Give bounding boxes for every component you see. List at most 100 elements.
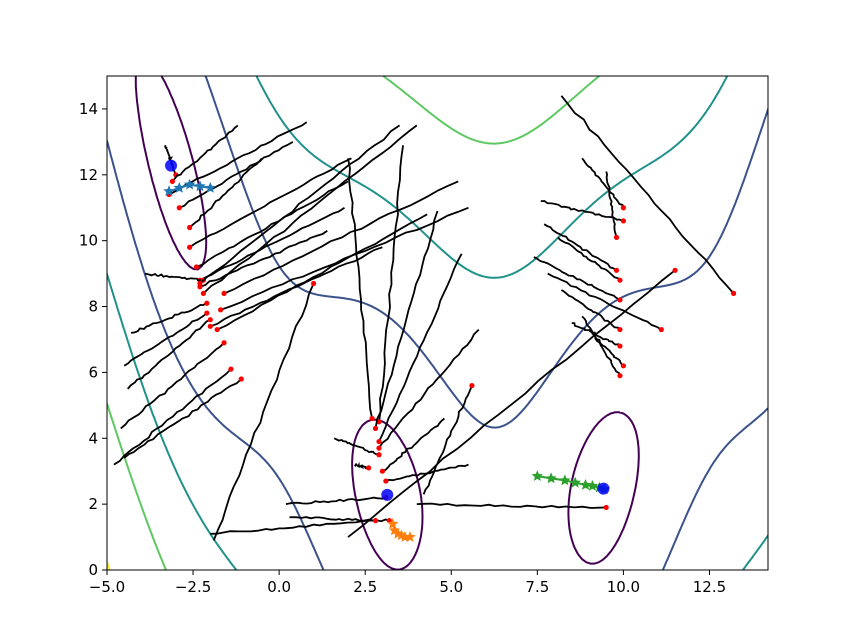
trajectory-path bbox=[210, 519, 376, 535]
trajectory-path bbox=[168, 121, 308, 196]
trajectory-layer bbox=[113, 95, 737, 541]
y-tick-label: 6 bbox=[88, 363, 98, 381]
optimizer-star-marker bbox=[579, 479, 592, 490]
trajectory-endpoint bbox=[238, 376, 244, 382]
trajectory-path bbox=[347, 269, 676, 538]
trajectory-endpoint bbox=[658, 326, 664, 333]
trajectory-path bbox=[333, 437, 380, 456]
trajectory-path bbox=[212, 283, 315, 541]
trajectory-path bbox=[543, 223, 617, 272]
trajectory-endpoint bbox=[372, 425, 379, 431]
trajectory-endpoint bbox=[379, 468, 386, 474]
trajectory-endpoint bbox=[613, 267, 620, 273]
optimizer-star-marker bbox=[194, 180, 206, 192]
trajectory-path bbox=[560, 95, 735, 294]
trajectory-endpoint bbox=[617, 343, 623, 349]
trajectory-path bbox=[581, 315, 621, 376]
trajectory-endpoint bbox=[620, 363, 627, 369]
trajectory-path bbox=[220, 206, 469, 311]
global-minimum-marker bbox=[597, 482, 610, 495]
x-tick-label: −5.0 bbox=[89, 578, 125, 596]
trajectory-path bbox=[144, 272, 204, 282]
trajectory-endpoint bbox=[469, 382, 475, 389]
x-tick-label: −2.5 bbox=[175, 578, 211, 596]
trajectory-path bbox=[199, 124, 401, 285]
optimizer-star-marker bbox=[183, 178, 196, 190]
y-tick-label: 14 bbox=[79, 100, 98, 118]
trajectory-endpoint bbox=[204, 300, 210, 306]
trajectory-path bbox=[123, 378, 242, 459]
trajectory-endpoint bbox=[617, 373, 623, 379]
optimizer-star-marker bbox=[586, 480, 599, 491]
contour-line bbox=[134, 76, 640, 570]
trajectory-endpoint bbox=[617, 326, 623, 333]
trajectory-path bbox=[199, 206, 345, 282]
x-tick-label: 12.5 bbox=[693, 578, 726, 596]
trajectory-endpoint bbox=[169, 178, 176, 184]
trajectory-path bbox=[374, 210, 439, 429]
trajectory-endpoint bbox=[200, 290, 206, 296]
trajectory-path bbox=[189, 157, 263, 229]
optimizer-star-marker bbox=[545, 472, 557, 484]
trajectory-path bbox=[127, 318, 211, 390]
optimizer-star-marker bbox=[388, 524, 401, 536]
trajectory-path bbox=[113, 368, 232, 466]
trajectory-path bbox=[382, 417, 445, 473]
trajectory-endpoint bbox=[603, 504, 609, 511]
trajectory-path bbox=[560, 289, 621, 331]
contour-layer bbox=[107, 76, 768, 570]
y-tick-label: 8 bbox=[88, 298, 98, 316]
optimizer-star-marker bbox=[387, 517, 399, 529]
y-tick-label: 0 bbox=[88, 561, 98, 579]
optimizer-star-marker bbox=[163, 185, 175, 197]
x-axis: −5.0 −2.5 0.0 2.5 5.0 7.5 10.0 12.5 bbox=[89, 570, 726, 596]
trajectory-endpoint bbox=[620, 218, 627, 224]
trajectory-path bbox=[547, 272, 662, 331]
x-tick-label: 2.5 bbox=[353, 578, 377, 596]
trajectory-path bbox=[416, 502, 607, 509]
trajectory-endpoint bbox=[672, 267, 678, 273]
x-tick-label: 5.0 bbox=[439, 578, 463, 596]
global-minimum-marker bbox=[165, 159, 178, 172]
trajectory-path bbox=[171, 124, 239, 182]
contour-line bbox=[107, 76, 601, 570]
optimizer-star-marker bbox=[395, 529, 408, 541]
trajectory-path bbox=[557, 236, 621, 281]
trajectory-endpoint bbox=[207, 323, 213, 329]
trajectory-path bbox=[216, 213, 428, 331]
trajectory-endpoint bbox=[218, 307, 224, 313]
trajectory-path bbox=[533, 256, 621, 301]
optimizer-star-marker bbox=[531, 470, 543, 481]
trajectory-endpoint bbox=[207, 317, 213, 323]
x-tick-label: 0.0 bbox=[267, 578, 291, 596]
trajectory-path bbox=[285, 496, 387, 505]
trajectory-path bbox=[422, 385, 473, 495]
trajectory-endpoint bbox=[214, 326, 220, 333]
trajectory-endpoint bbox=[620, 205, 627, 211]
trajectory-endpoint bbox=[376, 438, 382, 445]
trajectory-endpoint bbox=[376, 452, 382, 458]
trajectory-endpoint bbox=[221, 290, 227, 296]
trajectory-path bbox=[199, 230, 328, 288]
trajectory-path bbox=[571, 322, 621, 347]
y-axis: 0 2 4 6 8 10 12 14 bbox=[79, 100, 107, 579]
trajectory-path bbox=[130, 302, 208, 334]
trajectory-path bbox=[378, 253, 463, 442]
optimizer-star-marker bbox=[173, 182, 185, 193]
trajectory-path bbox=[223, 180, 459, 295]
optimizer-star-marker bbox=[569, 476, 581, 488]
global-minimum-marker bbox=[381, 488, 394, 501]
contour-line bbox=[107, 76, 768, 570]
optimizer-star-marker bbox=[559, 474, 571, 486]
trajectory-endpoint bbox=[221, 340, 227, 346]
trajectory-path bbox=[378, 145, 404, 422]
trajectory-path bbox=[123, 312, 208, 367]
trajectory-endpoint bbox=[730, 290, 737, 296]
trajectory-path bbox=[178, 141, 294, 209]
y-tick-label: 4 bbox=[88, 429, 98, 447]
trajectory-endpoint bbox=[310, 280, 317, 287]
trajectory-path bbox=[347, 158, 373, 419]
trajectory-endpoint bbox=[204, 310, 210, 316]
